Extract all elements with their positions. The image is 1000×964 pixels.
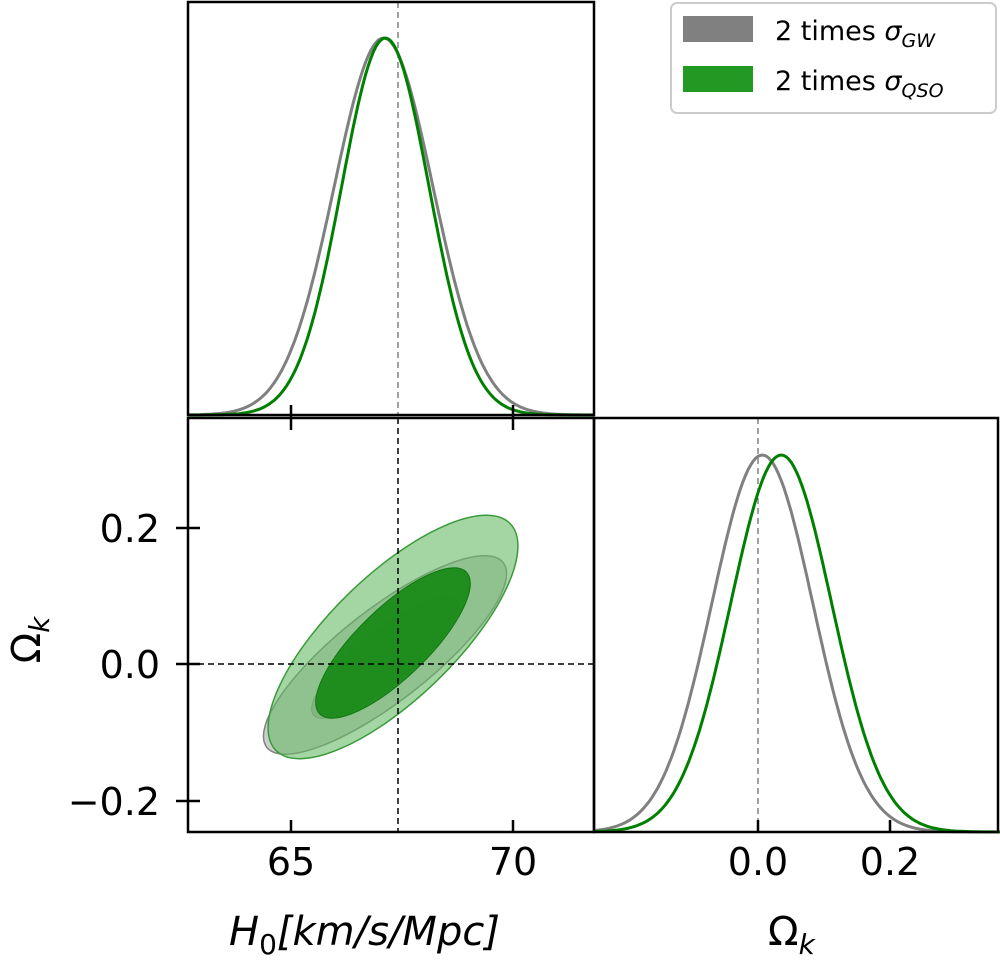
- h0-marginal-curve-qso: [188, 36, 594, 417]
- tick-label-omegak--0.2: −0.2: [68, 780, 160, 824]
- h0-marginal-frame: [186, 0, 596, 417]
- legend-swatch-gw: [683, 16, 753, 42]
- panel-joint: 65 70 0.2 0.0 −0.2 H0[km/s/Mpc] Ωk: [4, 405, 596, 961]
- legend-swatch-qso: [683, 66, 753, 92]
- tick-label-h0-70: 70: [489, 840, 537, 884]
- tick-label-omegak-0.2: 0.2: [100, 507, 160, 551]
- tick-label-omegak-0.0: 0.0: [100, 643, 160, 687]
- panel-h0-marginal: [186, 0, 596, 417]
- omegak-marginal-curve-qso: [593, 453, 1000, 834]
- tick-label-h0-65: 65: [267, 840, 315, 884]
- panel-omegak-marginal: 0.0 0.2 Ωk: [592, 416, 1000, 961]
- omegak-marginal-curve-gw: [593, 453, 1000, 834]
- legend-label-gw: 2 times σGW: [775, 16, 936, 52]
- x-axis-label-h0: H0[km/s/Mpc]: [229, 909, 500, 961]
- qso-contour-68: [315, 567, 471, 719]
- y-axis-label-omegak: Ωk: [4, 615, 56, 664]
- legend: 2 times σGW 2 times σQSO: [670, 2, 997, 114]
- tick-label-omegak-x-0.2: 0.2: [860, 840, 920, 884]
- h0-marginal-curve-gw: [187, 36, 595, 417]
- omegak-marginal-frame: [592, 416, 1000, 834]
- legend-entry-gw: 2 times σGW: [683, 16, 936, 52]
- x-axis-label-omegak: Ωk: [768, 909, 817, 961]
- tick-label-omegak-x-0.0: 0.0: [728, 840, 788, 884]
- legend-label-qso: 2 times σQSO: [775, 66, 944, 102]
- legend-entry-qso: 2 times σQSO: [683, 66, 944, 102]
